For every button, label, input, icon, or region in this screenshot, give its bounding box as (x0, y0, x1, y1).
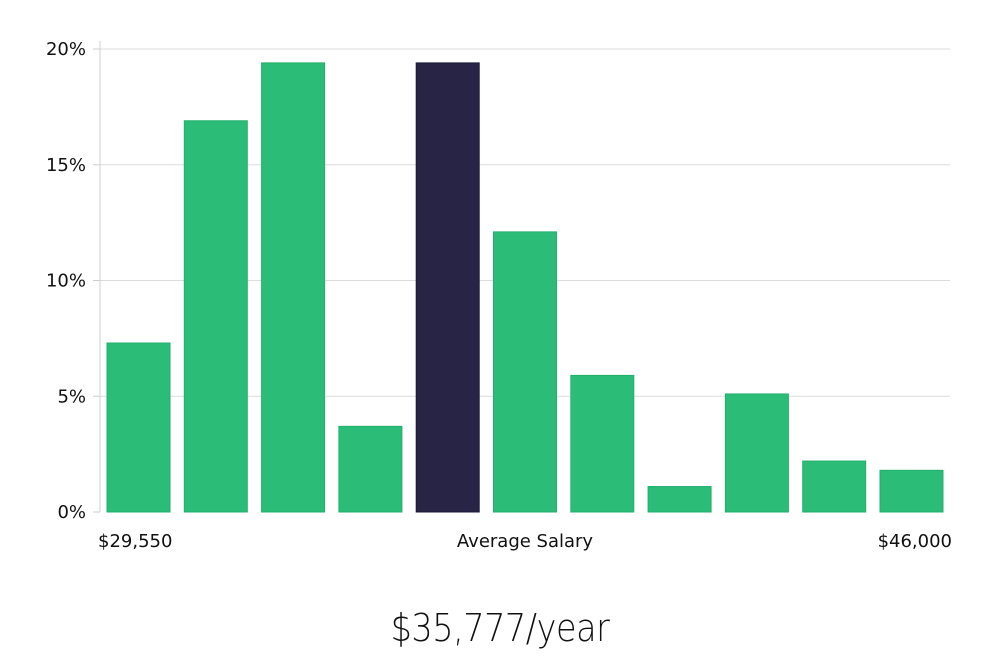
bar (106, 342, 171, 513)
bar (570, 374, 635, 513)
y-tick-label: 0% (57, 502, 86, 523)
bar-average-salary (415, 62, 480, 513)
y-tick-label: 5% (57, 386, 86, 407)
y-tick-label: 10% (46, 271, 86, 292)
bar (879, 469, 944, 513)
salary-histogram: 0% 5% 10% 15% 20% $29,550 Average Salary $46… (46, 39, 952, 552)
bar (493, 231, 557, 513)
bar (647, 486, 712, 513)
bar (802, 460, 867, 513)
y-tick-label: 15% (46, 155, 86, 176)
bars (106, 62, 944, 513)
bar (183, 120, 248, 513)
bar (338, 425, 403, 513)
x-max-label: $46,000 (878, 531, 952, 552)
bar (261, 62, 326, 513)
average-salary-value: $35,777/year (390, 606, 610, 650)
bar (724, 393, 789, 513)
x-min-label: $29,550 (98, 531, 172, 552)
x-axis-title: Average Salary (457, 531, 594, 552)
y-tick-label: 20% (46, 39, 86, 60)
y-axis-ticks: 0% 5% 10% 15% 20% (46, 39, 100, 523)
